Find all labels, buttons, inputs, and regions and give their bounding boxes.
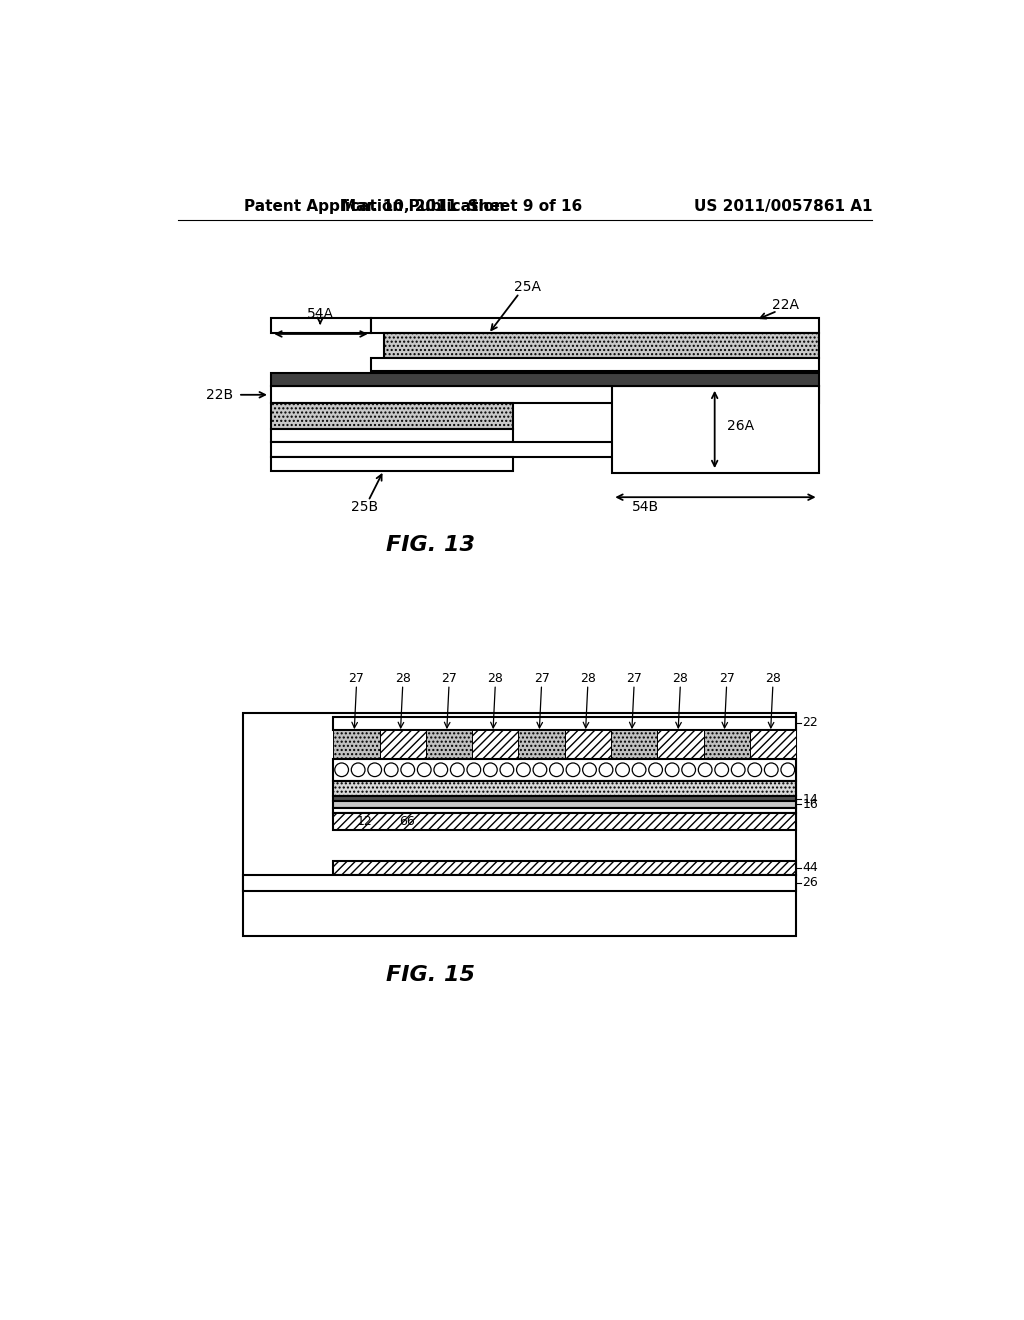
Text: 54B: 54B <box>632 500 659 515</box>
Bar <box>243 713 796 936</box>
Bar <box>271 404 513 429</box>
Text: 26A: 26A <box>727 420 754 433</box>
Text: 22B: 22B <box>206 388 233 401</box>
Text: 27: 27 <box>627 672 642 685</box>
Text: 22: 22 <box>802 717 818 730</box>
Text: 14: 14 <box>802 792 818 805</box>
Bar <box>334 759 796 780</box>
Text: 28: 28 <box>765 672 781 685</box>
Bar <box>334 808 796 813</box>
Text: 27: 27 <box>441 672 457 685</box>
Bar <box>271 318 371 333</box>
Bar <box>426 730 472 759</box>
Text: 27: 27 <box>719 672 734 685</box>
Bar <box>657 730 703 759</box>
Bar <box>334 801 796 808</box>
Text: 25A: 25A <box>514 280 541 294</box>
Bar <box>334 717 796 730</box>
Bar <box>612 387 818 473</box>
Text: 25B: 25B <box>351 500 378 515</box>
Bar <box>243 875 796 891</box>
Text: 12: 12 <box>356 814 373 828</box>
Text: 44: 44 <box>802 861 818 874</box>
Text: Mar. 10, 2011  Sheet 9 of 16: Mar. 10, 2011 Sheet 9 of 16 <box>341 198 582 214</box>
Bar <box>334 861 796 875</box>
Text: 54A: 54A <box>307 308 334 321</box>
Text: FIG. 15: FIG. 15 <box>386 965 475 985</box>
Text: 27: 27 <box>348 672 365 685</box>
Bar <box>564 730 611 759</box>
Bar <box>271 374 818 387</box>
Bar <box>334 730 380 759</box>
Bar <box>472 730 518 759</box>
Bar <box>271 442 643 457</box>
Text: 27: 27 <box>534 672 550 685</box>
Bar <box>334 813 796 830</box>
Bar <box>518 730 564 759</box>
Text: 28: 28 <box>580 672 596 685</box>
Text: Patent Application Publication: Patent Application Publication <box>245 198 505 214</box>
Text: 26: 26 <box>802 876 818 890</box>
Text: 16: 16 <box>802 797 818 810</box>
Bar <box>334 796 796 801</box>
Bar <box>371 358 818 371</box>
Bar <box>371 318 818 333</box>
Text: 22A: 22A <box>772 298 799 312</box>
Text: 28: 28 <box>395 672 411 685</box>
Text: 66: 66 <box>399 814 415 828</box>
Bar <box>384 333 818 358</box>
Bar <box>334 780 796 796</box>
Text: 28: 28 <box>487 672 503 685</box>
Bar <box>750 730 796 759</box>
Bar <box>703 730 750 759</box>
Text: 28: 28 <box>673 672 688 685</box>
Text: US 2011/0057861 A1: US 2011/0057861 A1 <box>693 198 872 214</box>
Text: FIG. 13: FIG. 13 <box>386 535 475 554</box>
Bar <box>271 429 513 442</box>
Bar <box>271 457 513 471</box>
Bar <box>611 730 657 759</box>
Bar <box>271 387 818 404</box>
Bar <box>380 730 426 759</box>
